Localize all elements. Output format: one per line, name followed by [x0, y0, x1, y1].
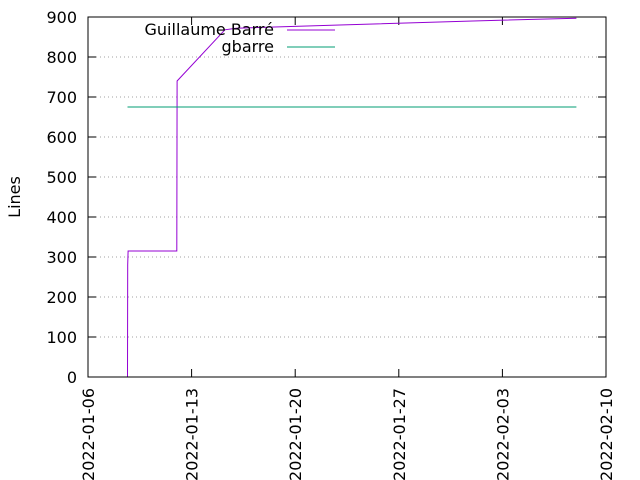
- legend-label: gbarre: [222, 37, 274, 56]
- y-tick-label: 700: [46, 88, 77, 107]
- x-tick-label: 2022-01-20: [286, 388, 305, 480]
- y-tick-label: 400: [46, 208, 77, 227]
- series-lines: [127, 17, 577, 378]
- series-line-1: [127, 17, 577, 378]
- y-tick-label: 0: [67, 368, 77, 387]
- y-tick-label: 300: [46, 248, 77, 267]
- y-tick-label: 100: [46, 328, 77, 347]
- y-tick-label: 600: [46, 128, 77, 147]
- x-tick-label: 2022-01-06: [79, 388, 98, 480]
- plot-frame: [87, 16, 607, 378]
- legend-label: Guillaume Barré: [145, 20, 274, 39]
- y-tick-label: 800: [46, 48, 77, 67]
- x-tick-label: 2022-02-03: [493, 388, 512, 480]
- y-tick-label: 200: [46, 288, 77, 307]
- y-tick-label: 500: [46, 168, 77, 187]
- y-axis-label: Lines: [5, 176, 24, 218]
- y-axis-ticks: 0 100 200 300 400 500 600 700 800 900: [46, 8, 606, 387]
- x-tick-label: 2022-01-27: [390, 388, 409, 480]
- x-tick-label: 2022-01-13: [183, 388, 202, 480]
- x-axis-ticks: 2022-01-06 2022-01-13 2022-01-20 2022-01-27…: [79, 17, 616, 480]
- x-tick-label: 2022-02-10: [597, 388, 616, 480]
- grid-lines: [88, 56, 606, 338]
- y-tick-label: 900: [46, 8, 77, 27]
